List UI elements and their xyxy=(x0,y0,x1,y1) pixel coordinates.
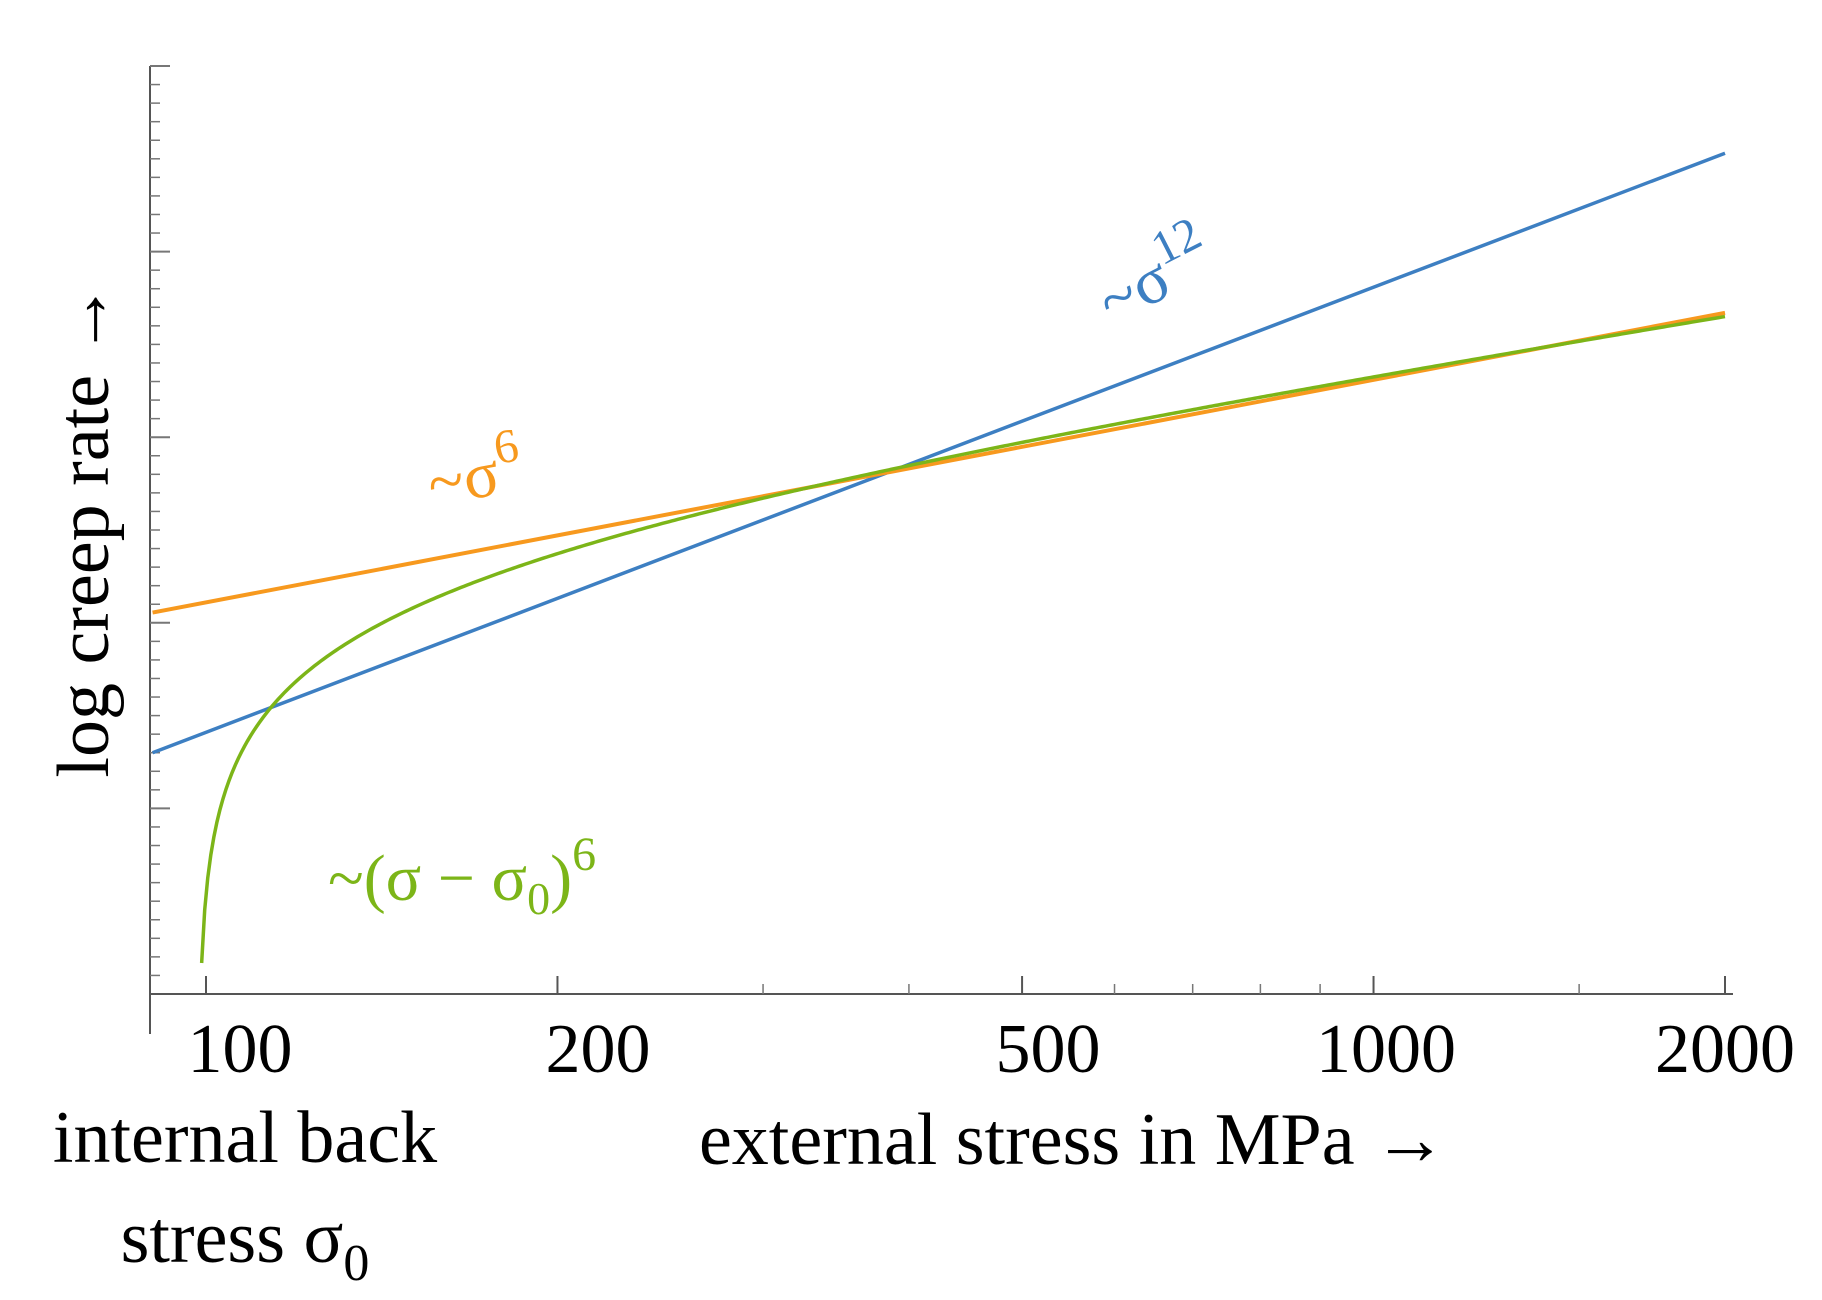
series-line-sigma12 xyxy=(151,151,1726,755)
series-line-shifted xyxy=(199,314,1726,964)
x-axis-ticks xyxy=(205,976,1726,994)
series-label-shifted-prefix: ~(σ − σ xyxy=(328,842,527,915)
series-label-shifted-exponent: 6 xyxy=(572,828,596,881)
series-label-sigma6: ~σ6 xyxy=(419,419,528,521)
plot-area xyxy=(149,65,1733,1034)
x-tick-labels: 100 200 500 1000 2000 xyxy=(188,1011,1796,1088)
series-label-sigma6-base: ~σ xyxy=(422,437,505,521)
annotation-line-1: internal back xyxy=(53,1097,437,1179)
series-label-sigma12-text: ~σ12 xyxy=(1079,207,1225,339)
series-label-sigma12: ~σ12 xyxy=(1079,207,1225,339)
x-tick-label-200: 200 xyxy=(546,1011,651,1088)
series-label-shifted-suffix: ) xyxy=(550,842,572,915)
back-stress-annotation: internal back stress σ0 xyxy=(53,1097,437,1292)
x-tick-label-2000: 2000 xyxy=(1655,1011,1795,1088)
series-label-shifted: ~(σ − σ0)6 xyxy=(328,828,596,924)
x-tick-label-1000: 1000 xyxy=(1316,1011,1456,1088)
x-axis-label: external stress in MPa → xyxy=(699,1099,1447,1181)
x-tick-label-500: 500 xyxy=(996,1011,1101,1088)
annotation-line-2-subscript: 0 xyxy=(343,1235,369,1292)
y-axis-label: log creep rate → xyxy=(43,282,125,777)
series-label-sigma6-text: ~σ6 xyxy=(419,419,528,521)
x-tick-label-100: 100 xyxy=(188,1011,293,1088)
series-label-shifted-subscript: 0 xyxy=(527,873,550,924)
y-axis-ticks xyxy=(150,65,170,977)
annotation-line-2-text: stress σ xyxy=(121,1197,344,1279)
annotation-line-2: stress σ0 xyxy=(121,1197,370,1292)
